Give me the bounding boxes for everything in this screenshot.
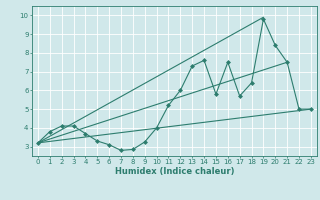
X-axis label: Humidex (Indice chaleur): Humidex (Indice chaleur) xyxy=(115,167,234,176)
